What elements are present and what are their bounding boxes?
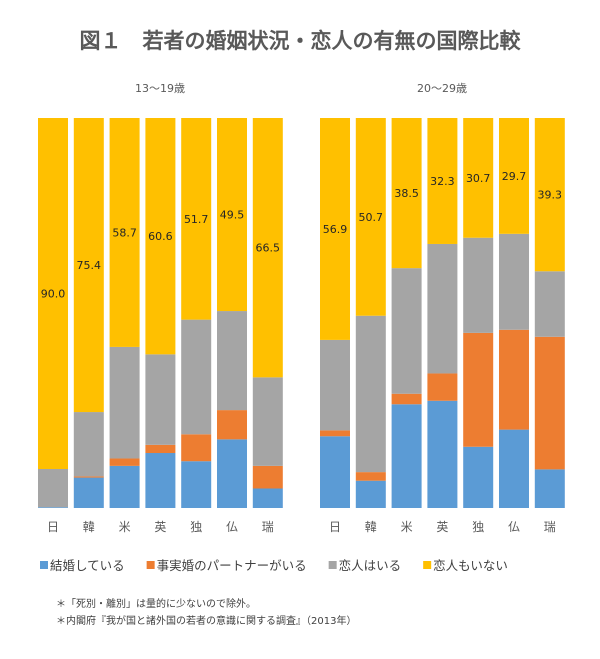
bar-segment-1-1-0 bbox=[73, 477, 104, 508]
category-label: 仏 bbox=[508, 520, 520, 534]
chart-title: 図１ 若者の婚姻状況・恋人の有無の国際比較 bbox=[80, 29, 522, 53]
bar-segment-1-4-1 bbox=[181, 434, 212, 462]
bar-segment-1-3-3 bbox=[145, 118, 176, 355]
data-label: 56.9 bbox=[323, 223, 348, 236]
bar-segment-2-3-3 bbox=[427, 118, 458, 244]
bar-segment-2-0-3 bbox=[320, 118, 350, 340]
bar-segment-1-5-1 bbox=[217, 410, 247, 440]
bar-segment-2-6-3 bbox=[534, 118, 565, 272]
bar-segment-1-6-0 bbox=[252, 488, 283, 508]
bar-segment-1-0-3 bbox=[38, 118, 68, 469]
bar-segment-2-6-2 bbox=[534, 271, 565, 337]
category-label: 韓 bbox=[365, 520, 377, 534]
bar-segment-1-4-3 bbox=[181, 118, 212, 320]
bar-segment-2-5-0 bbox=[499, 429, 529, 508]
bar-segment-1-5-0 bbox=[217, 439, 247, 508]
legend-label: 恋人もいない bbox=[433, 558, 508, 573]
bar-segment-1-6-3 bbox=[252, 118, 283, 378]
bar-segment-2-3-2 bbox=[427, 243, 458, 374]
bar-segment-2-6-0 bbox=[534, 469, 565, 508]
data-label: 32.3 bbox=[430, 175, 455, 188]
bar-segment-2-0-0 bbox=[320, 436, 350, 508]
category-label: 米 bbox=[401, 520, 413, 534]
bar-segment-1-1-2 bbox=[73, 412, 104, 477]
note-1: ＊「死別・離別」は量的に少ないので除外。 bbox=[56, 597, 256, 610]
data-label: 58.7 bbox=[112, 226, 137, 239]
bar-segment-1-2-1 bbox=[109, 458, 140, 466]
bar-segment-1-3-2 bbox=[145, 354, 176, 445]
bar-segment-2-1-2 bbox=[355, 315, 386, 473]
bar-segment-2-3-0 bbox=[427, 400, 458, 508]
data-label: 66.5 bbox=[256, 242, 281, 255]
bar-segment-2-1-1 bbox=[355, 472, 386, 481]
bar-segment-1-4-0 bbox=[181, 461, 212, 508]
bar-segment-1-1-1 bbox=[73, 476, 104, 478]
category-label: 日 bbox=[47, 520, 59, 534]
data-label: 75.4 bbox=[77, 259, 102, 272]
bar-segment-1-5-2 bbox=[217, 311, 247, 411]
bar-segment-2-5-2 bbox=[499, 233, 529, 330]
legend-label: 恋人はいる bbox=[339, 558, 402, 573]
data-label: 38.5 bbox=[394, 187, 419, 200]
category-label: 瑞 bbox=[544, 520, 556, 534]
bar-segment-1-4-2 bbox=[181, 319, 212, 435]
bar-segment-1-5-3 bbox=[217, 118, 247, 312]
legend-swatch bbox=[146, 561, 155, 569]
bar-segment-2-2-2 bbox=[391, 268, 422, 394]
bar-segment-1-2-2 bbox=[109, 346, 140, 459]
category-label: 日 bbox=[329, 520, 341, 534]
bar-segment-1-0-2 bbox=[38, 469, 68, 508]
bar-segment-2-5-3 bbox=[499, 118, 529, 234]
bar-segment-1-2-0 bbox=[109, 465, 140, 508]
data-label: 51.7 bbox=[184, 213, 209, 226]
bar-segment-2-3-1 bbox=[427, 373, 458, 401]
data-label: 29.7 bbox=[502, 170, 527, 183]
bar-segment-2-5-1 bbox=[499, 329, 529, 430]
bar-segment-2-1-0 bbox=[355, 480, 386, 508]
bar-segment-2-4-3 bbox=[463, 118, 494, 238]
data-label: 50.7 bbox=[359, 211, 384, 224]
category-label: 英 bbox=[154, 520, 166, 534]
bar-segment-2-6-1 bbox=[534, 336, 565, 470]
bar-segment-2-2-0 bbox=[391, 404, 422, 508]
bar-segment-1-0-0 bbox=[38, 507, 68, 508]
data-label: 60.6 bbox=[148, 230, 173, 243]
legend-label: 事実婚のパートナーがいる bbox=[157, 558, 307, 573]
category-label: 独 bbox=[472, 520, 484, 534]
bar-segment-1-2-3 bbox=[109, 118, 140, 347]
category-label: 韓 bbox=[83, 520, 95, 534]
bar-segment-2-4-2 bbox=[463, 237, 494, 333]
legend-swatch bbox=[423, 561, 432, 569]
legend-swatch bbox=[40, 561, 48, 569]
bar-segment-1-1-3 bbox=[73, 118, 104, 413]
data-label: 90.0 bbox=[41, 288, 66, 301]
subtitle-twenties: 20〜29歳 bbox=[417, 82, 467, 95]
bar-segment-2-2-3 bbox=[391, 118, 422, 269]
bar-segment-2-0-1 bbox=[320, 430, 350, 437]
bar-segment-1-6-1 bbox=[252, 465, 283, 489]
bar-segment-2-0-2 bbox=[320, 339, 350, 431]
note-2: ＊内閣府『我が国と諸外国の若者の意識に関する調査』（2013年） bbox=[56, 614, 356, 627]
data-label: 49.5 bbox=[220, 209, 245, 222]
legend: 結婚している 事実婚のパートナーがいる 恋人はいる 恋人もいない bbox=[40, 558, 508, 573]
legend-swatch bbox=[328, 561, 337, 569]
category-label: 米 bbox=[119, 520, 131, 534]
category-label: 独 bbox=[190, 520, 202, 534]
category-label: 瑞 bbox=[262, 520, 274, 534]
data-label: 39.3 bbox=[538, 189, 563, 202]
bar-segment-2-1-3 bbox=[355, 118, 386, 316]
bar-segment-2-4-1 bbox=[463, 332, 494, 447]
bar-segment-1-3-0 bbox=[145, 453, 176, 508]
bar-segment-1-3-1 bbox=[145, 444, 176, 454]
bar-segment-1-6-2 bbox=[252, 377, 283, 466]
bar-segment-2-4-0 bbox=[463, 446, 494, 508]
bar-segment-2-2-1 bbox=[391, 393, 422, 405]
category-label: 英 bbox=[436, 520, 448, 534]
category-label: 仏 bbox=[226, 520, 238, 534]
data-label: 30.7 bbox=[466, 172, 491, 185]
legend-label: 結婚している bbox=[50, 558, 125, 573]
subtitle-teen: 13〜19歳 bbox=[135, 82, 185, 95]
